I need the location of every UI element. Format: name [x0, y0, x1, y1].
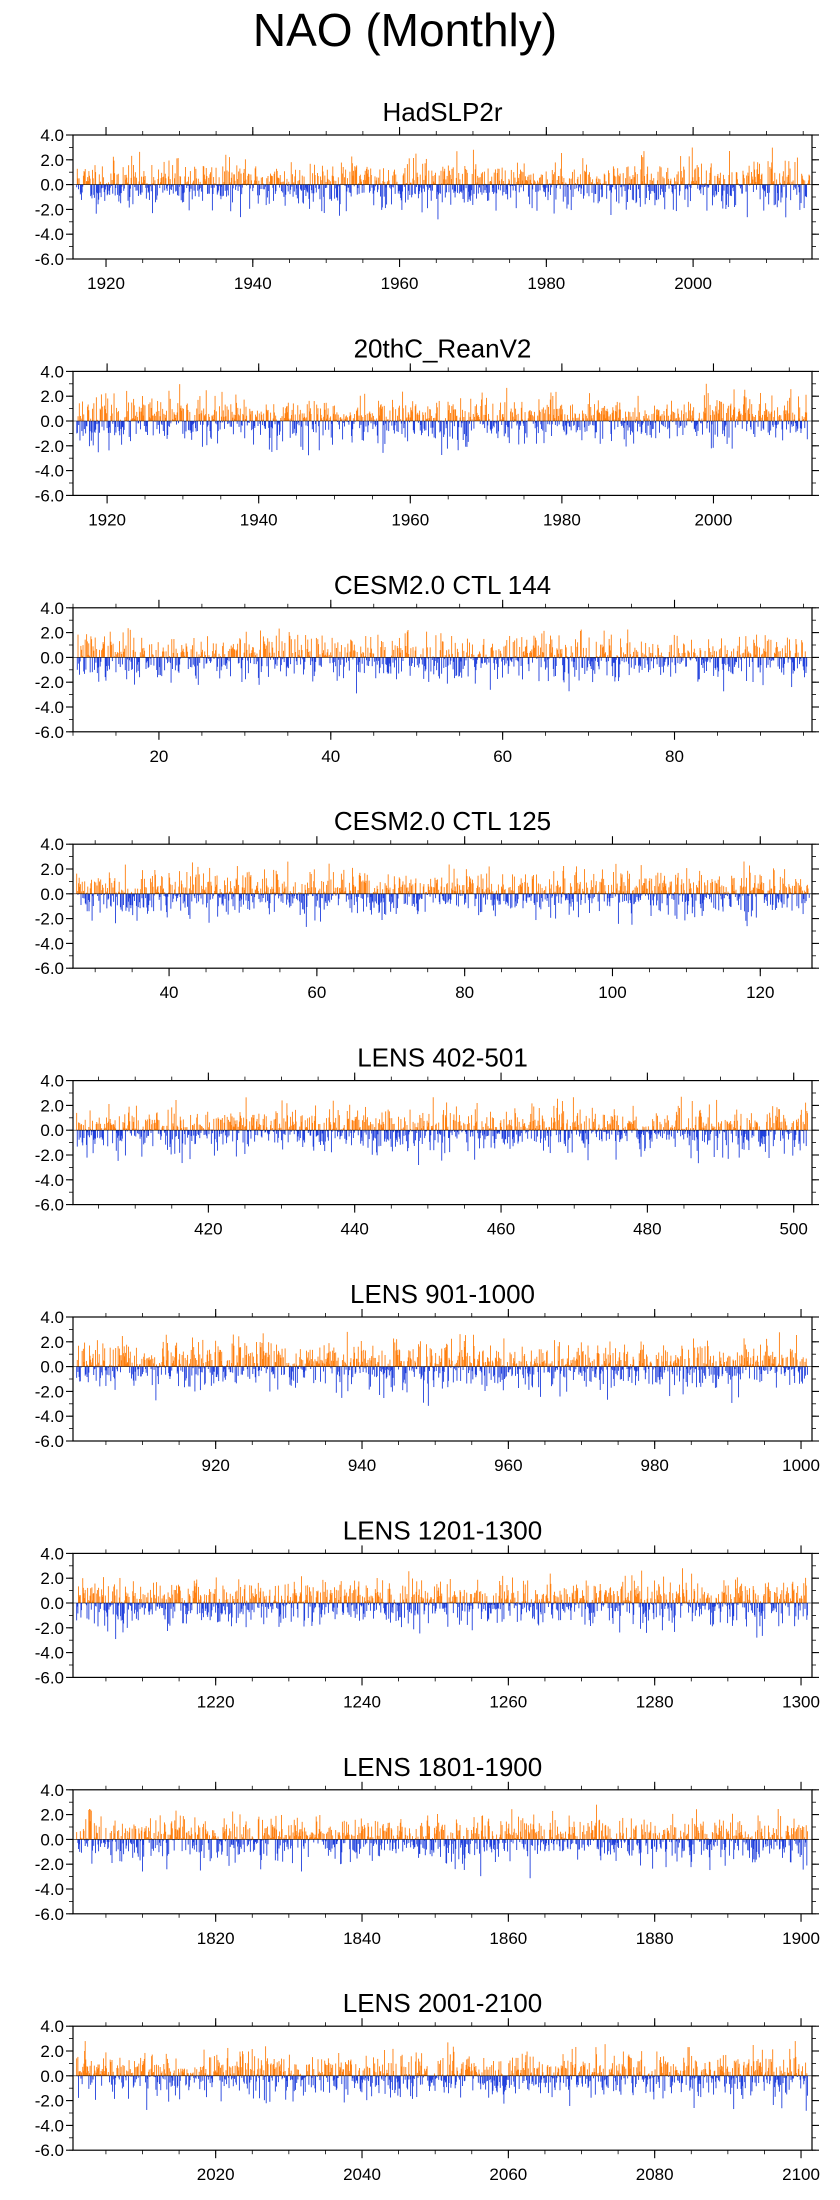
y-tick-label: -4.0 [35, 462, 64, 481]
x-tick-label: 80 [455, 983, 474, 1002]
x-tick-label: 1920 [88, 510, 126, 529]
figure-title: NAO (Monthly) [253, 4, 557, 56]
y-tick-label: -4.0 [35, 698, 64, 717]
x-tick-label: 40 [321, 747, 340, 766]
panel-title: CESM2.0 CTL 144 [334, 570, 551, 600]
y-tick-label: 4.0 [40, 126, 64, 145]
y-tick-label: -6.0 [35, 959, 64, 978]
y-tick-label: -4.0 [35, 934, 64, 953]
y-tick-label: -2.0 [35, 910, 64, 929]
bars [76, 147, 811, 220]
x-tick-label: 40 [160, 983, 179, 1002]
panel-2: 20thC_ReanV2 4.0 2.0 0.0 -2.0 -4.0 -6.0 1920 194… [35, 333, 819, 529]
bars [76, 628, 808, 694]
y-tick-label: 2.0 [40, 387, 64, 406]
x-tick-label: 80 [665, 747, 684, 766]
x-tick-label: 100 [598, 983, 626, 1002]
panel-title: HadSLP2r [383, 97, 503, 127]
y-tick-label: 4.0 [40, 835, 64, 854]
panel-4: CESM2.0 CTL 125 4.0 2.0 0.0 -2.0 -4.0 -6.0 40 60… [35, 806, 819, 1002]
y-tick-label: -6.0 [35, 723, 64, 742]
panels: HadSLP2r 4.0 2.0 0.0 -2.0 -4.0 -6.0 1920 1940 196… [35, 97, 820, 2184]
x-tick-label: 1960 [391, 510, 429, 529]
plot-frame [72, 607, 813, 733]
y-tick-label: 2.0 [40, 860, 64, 879]
bars [76, 383, 808, 456]
x-tick-label: 60 [493, 747, 512, 766]
x-tick-label: 1980 [543, 510, 581, 529]
y-tick-label: 4.0 [40, 599, 64, 618]
x-tick-label: 1940 [234, 274, 272, 293]
y-tick-label: 0.0 [40, 648, 64, 667]
y-tick-label: -6.0 [35, 250, 64, 269]
x-tick-label: 120 [746, 983, 774, 1002]
x-tick-label: 1960 [381, 274, 419, 293]
y-tick-label: 2.0 [40, 624, 64, 643]
x-tick-label: 60 [307, 983, 326, 1002]
panel-1: HadSLP2r 4.0 2.0 0.0 -2.0 -4.0 -6.0 1920 1940 196… [35, 97, 819, 293]
bars [76, 861, 810, 927]
y-tick-label: 0.0 [40, 176, 64, 195]
y-tick-label: -4.0 [35, 225, 64, 244]
y-tick-label: 0.0 [40, 412, 64, 431]
panel-3: CESM2.0 CTL 144 4.0 2.0 0.0 -2.0 -4.0 -6.0 20 40… [35, 570, 819, 766]
y-tick-label: 4.0 [40, 362, 64, 381]
y-tick-label: -2.0 [35, 673, 64, 692]
x-tick-label: 2000 [695, 510, 733, 529]
x-tick-label: 20 [149, 747, 168, 766]
bars [76, 1096, 808, 1166]
panel-title: CESM2.0 CTL 125 [334, 806, 551, 836]
x-tick-label: 2000 [674, 274, 712, 293]
y-tick-label: -6.0 [35, 486, 64, 505]
x-tick-label: 1920 [87, 274, 125, 293]
y-tick-label: -2.0 [35, 437, 64, 456]
y-tick-label: -2.0 [35, 200, 64, 219]
y-tick-label: 0.0 [40, 885, 64, 904]
x-tick-label: 1940 [240, 510, 278, 529]
x-tick-label: 1980 [527, 274, 565, 293]
plot-frame [72, 370, 813, 496]
panel-title: LENS 402-501 [357, 1043, 528, 1073]
y-tick-label: 2.0 [40, 151, 64, 170]
panel-title: 20thC_ReanV2 [354, 333, 532, 363]
